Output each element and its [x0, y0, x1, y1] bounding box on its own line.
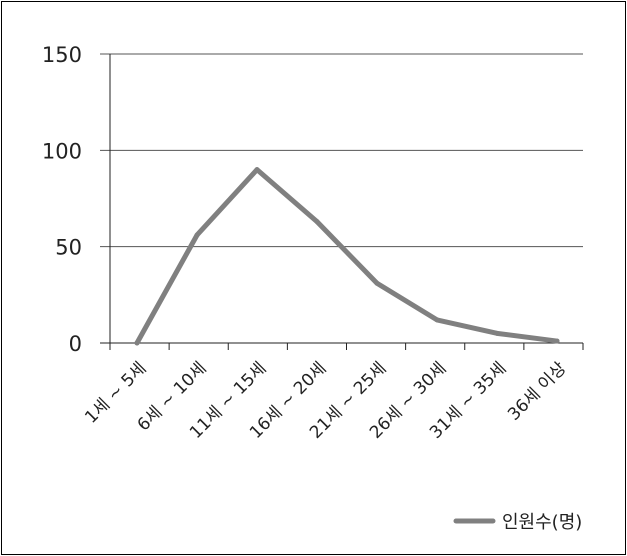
- series-line: [134, 167, 560, 346]
- data-point: [434, 317, 440, 323]
- data-point: [194, 232, 200, 238]
- data-point: [494, 330, 500, 336]
- y-tick-label: 0: [69, 332, 82, 356]
- data-point: [134, 340, 140, 346]
- series-layer: [134, 167, 560, 346]
- data-point: [374, 280, 380, 286]
- y-tick-labels: 0 50 100 150: [42, 43, 82, 356]
- legend-label: 인원수(명): [502, 512, 582, 533]
- y-tick-label: 150: [42, 43, 82, 67]
- axis-layer: [109, 54, 584, 350]
- data-point: [314, 219, 320, 225]
- y-tick-label: 100: [42, 139, 82, 163]
- x-tick-label: 36세 이상: [504, 358, 571, 425]
- data-point: [554, 338, 560, 344]
- y-tick-label: 50: [55, 236, 82, 260]
- data-point: [254, 167, 260, 173]
- legend: 인원수(명): [453, 512, 582, 533]
- grid-layer: [100, 53, 583, 344]
